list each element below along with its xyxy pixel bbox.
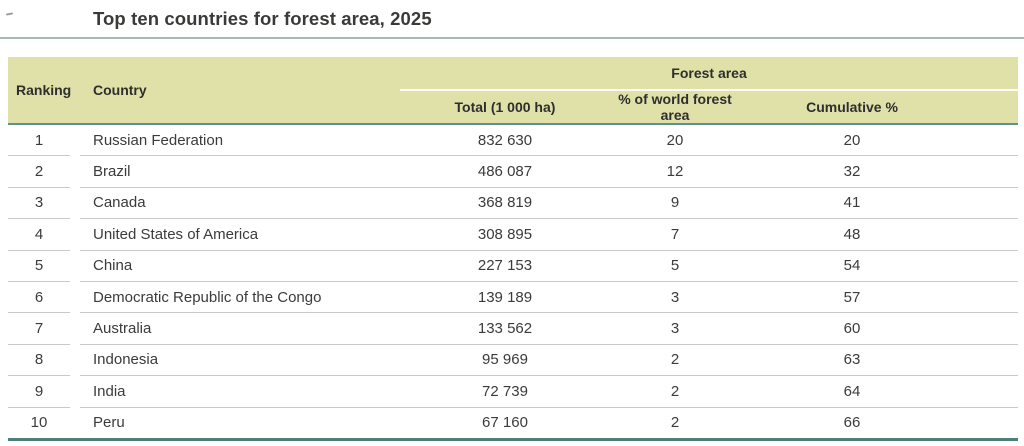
table-row: 6 Democratic Republic of the Congo 139 189… (8, 282, 1019, 314)
country-cell: India (80, 376, 400, 408)
pct-world-cell: 9 (610, 188, 740, 220)
column-header-ranking: Ranking (8, 57, 71, 125)
table-row: 4 United States of America 308 895 7 48 (8, 219, 1019, 251)
country-cell: Brazil (80, 156, 400, 188)
total-cell: 133 562 (400, 313, 610, 345)
pct-world-cell: 2 (610, 345, 740, 377)
cumulative-cell: 41 (740, 188, 1019, 220)
pct-world-cell: 12 (610, 156, 740, 188)
country-cell: Democratic Republic of the Congo (80, 282, 400, 314)
country-cell: Russian Federation (80, 125, 400, 157)
cumulative-cell: 32 (740, 156, 1019, 188)
total-cell: 72 739 (400, 376, 610, 408)
ranking-cell: 1 (8, 125, 70, 157)
table-row: 9 India 72 739 2 64 (8, 376, 1019, 408)
pct-world-cell: 5 (610, 251, 740, 282)
cumulative-cell: 20 (740, 125, 1019, 157)
table-header: Ranking Country Forest area Total (1 000… (8, 57, 1019, 125)
total-cell: 139 189 (400, 282, 610, 314)
spacer-cell (70, 188, 80, 219)
header-row-group: Ranking Country Forest area (8, 57, 1019, 125)
spacer-cell (70, 156, 80, 187)
spacer-cell (70, 408, 80, 438)
page-title: Top ten countries for forest area, 2025 (93, 8, 432, 29)
spacer-cell (70, 282, 80, 313)
ranking-cell: 2 (8, 156, 70, 188)
spacer-cell (70, 219, 80, 250)
pct-world-cell: 2 (670, 414, 680, 432)
ranking-cell: 3 (8, 188, 70, 220)
ranking-cell: 5 (8, 251, 70, 282)
column-header-cumulative: Cumulative % (740, 91, 1019, 125)
table-row: 5 China 227 153 5 54 (8, 251, 1019, 282)
ranking-cell: 10 (30, 414, 48, 432)
page-margin-mark (5, 12, 14, 16)
title-divider (0, 37, 1024, 39)
ranking-cell: 8 (8, 345, 70, 377)
total-cell: 227 153 (400, 251, 610, 282)
country-cell: Indonesia (80, 345, 400, 377)
ranking-cell: 7 (8, 313, 70, 345)
cumulative-cell: 60 (740, 313, 1019, 345)
table-row: 10 Peru 67 160 2 66 (8, 408, 1018, 438)
total-cell: 67 160 (482, 414, 528, 432)
country-cell: Peru (93, 414, 125, 432)
column-header-country: Country (80, 57, 400, 125)
pct-world-cell: 3 (610, 313, 740, 345)
cumulative-cell: 63 (740, 345, 1019, 377)
total-cell: 368 819 (400, 188, 610, 220)
spacer-cell (70, 125, 80, 156)
table-row: 7 Australia 133 562 3 60 (8, 313, 1019, 345)
table-row: 8 Indonesia 95 969 2 63 (8, 345, 1019, 377)
spacer-cell (70, 345, 80, 376)
total-cell: 308 895 (400, 219, 610, 251)
spacer-cell (70, 251, 80, 282)
spacer-cell (70, 313, 80, 344)
country-cell: Australia (80, 313, 400, 345)
total-cell: 486 087 (400, 156, 610, 188)
pct-world-cell: 3 (610, 282, 740, 314)
table-row: 3 Canada 368 819 9 41 (8, 188, 1019, 220)
header-spacer (70, 57, 80, 125)
country-cell: Canada (80, 188, 400, 220)
table-row: 1 Russian Federation 832 630 20 20 (8, 125, 1019, 157)
header-row-sub: Total (1 000 ha) % of world forest area … (8, 91, 1019, 125)
pct-world-cell: 20 (610, 125, 740, 157)
country-cell: China (80, 251, 400, 282)
spacer-cell (70, 376, 80, 407)
ranking-cell: 9 (8, 376, 70, 408)
cumulative-cell: 48 (740, 219, 1019, 251)
cumulative-cell: 64 (740, 376, 1019, 408)
pct-world-cell: 7 (610, 219, 740, 251)
pct-world-cell: 2 (610, 376, 740, 408)
column-header-total: Total (1 000 ha) (400, 91, 610, 125)
country-cell: United States of America (80, 219, 400, 251)
column-header-pct-world: % of world forest area (610, 91, 740, 125)
cumulative-cell: 54 (740, 251, 1019, 282)
total-cell: 832 630 (400, 125, 610, 157)
table-row: 2 Brazil 486 087 12 32 (8, 156, 1019, 188)
cumulative-cell: 57 (740, 282, 1019, 314)
ranking-cell: 4 (8, 219, 70, 251)
forest-area-table: Ranking Country Forest area Total (1 000… (8, 57, 1019, 441)
cumulative-cell: 66 (843, 414, 861, 432)
table-body: 1 Russian Federation 832 630 20 20 2 Brazil 486… (8, 125, 1019, 438)
ranking-cell: 6 (8, 282, 70, 314)
total-cell: 95 969 (400, 345, 610, 377)
column-group-forest-area: Forest area (400, 57, 1019, 91)
